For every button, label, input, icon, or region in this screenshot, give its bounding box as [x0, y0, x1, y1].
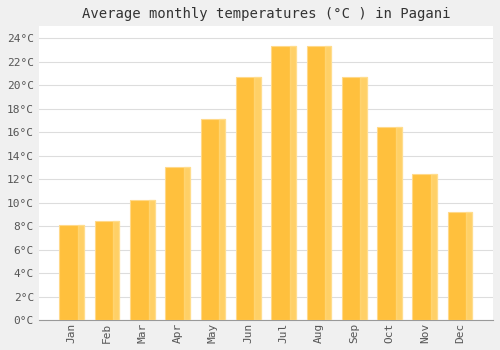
Bar — [130, 200, 155, 320]
Bar — [377, 127, 402, 320]
Bar — [166, 167, 190, 320]
Bar — [466, 212, 472, 320]
Bar — [342, 77, 366, 320]
Bar — [431, 174, 437, 320]
Bar — [60, 225, 84, 320]
Bar — [448, 212, 472, 320]
Bar — [94, 221, 120, 320]
Bar — [78, 225, 84, 320]
Bar — [200, 119, 226, 320]
Bar — [184, 167, 190, 320]
Bar — [254, 77, 260, 320]
Title: Average monthly temperatures (°C ) in Pagani: Average monthly temperatures (°C ) in Pa… — [82, 7, 450, 21]
Bar — [114, 221, 119, 320]
Bar — [148, 200, 155, 320]
Bar — [360, 77, 366, 320]
Bar — [236, 77, 260, 320]
Bar — [396, 127, 402, 320]
Bar — [219, 119, 226, 320]
Bar — [290, 46, 296, 320]
Bar — [306, 46, 331, 320]
Bar — [412, 174, 437, 320]
Bar — [325, 46, 331, 320]
Bar — [271, 46, 296, 320]
